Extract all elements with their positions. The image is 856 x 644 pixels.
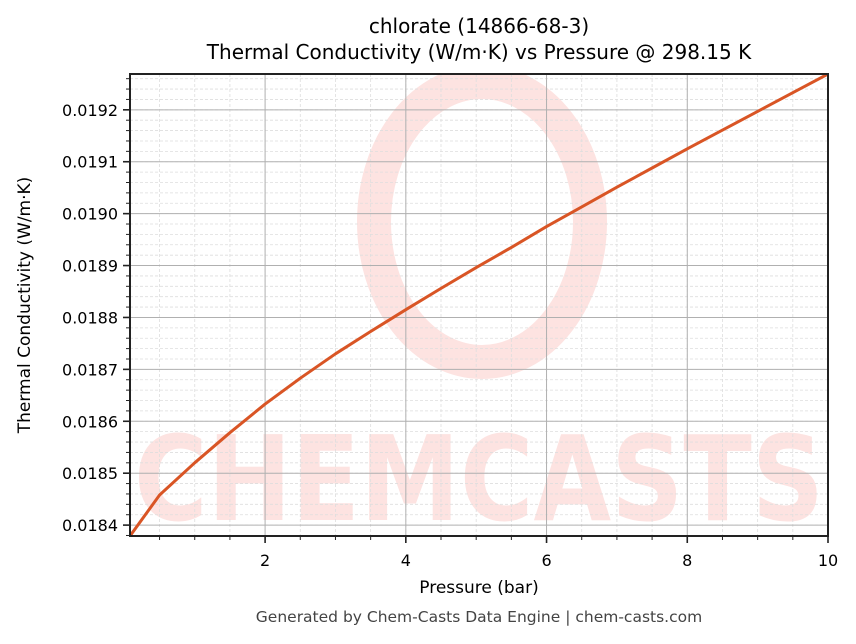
svg-text:CHEMCASTS: CHEMCASTS (134, 410, 824, 548)
y-tick-label: 0.0190 (62, 205, 118, 224)
y-axis-label: Thermal Conductivity (W/m·K) (15, 177, 35, 435)
x-tick-label: 8 (682, 551, 692, 570)
y-tick-label: 0.0185 (62, 464, 118, 483)
footer-credit: Generated by Chem-Casts Data Engine | ch… (255, 608, 703, 626)
series-line (130, 74, 828, 536)
y-tick-label: 0.0184 (62, 516, 118, 535)
x-tick-label: 4 (401, 551, 411, 570)
y-tick-label: 0.0192 (62, 101, 118, 120)
chart-title-property: Thermal Conductivity (W/m·K) vs Pressure… (206, 40, 752, 64)
axis-ticks (123, 78, 829, 543)
x-tick-label: 6 (541, 551, 551, 570)
watermark: CHEMCASTS (134, 74, 824, 548)
x-tick-label: 2 (260, 551, 270, 570)
y-tick-label: 0.0191 (62, 153, 118, 172)
y-tick-label: 0.0187 (62, 360, 118, 379)
x-axis-tick-labels: 2 4 6 8 10 (260, 551, 838, 570)
y-axis-tick-labels: 0.0184 0.0185 0.0186 0.0187 0.0188 0.0189 0.01… (62, 101, 118, 535)
y-tick-label: 0.0186 (62, 412, 118, 431)
y-tick-label: 0.0189 (62, 257, 118, 276)
x-axis-label: Pressure (bar) (419, 578, 538, 598)
data-series (130, 74, 828, 536)
plot-frame (129, 73, 829, 537)
y-tick-label: 0.0188 (62, 308, 118, 327)
chart-title-compound: chlorate (14866-68-3) (368, 14, 590, 38)
x-tick-label: 10 (818, 551, 838, 570)
